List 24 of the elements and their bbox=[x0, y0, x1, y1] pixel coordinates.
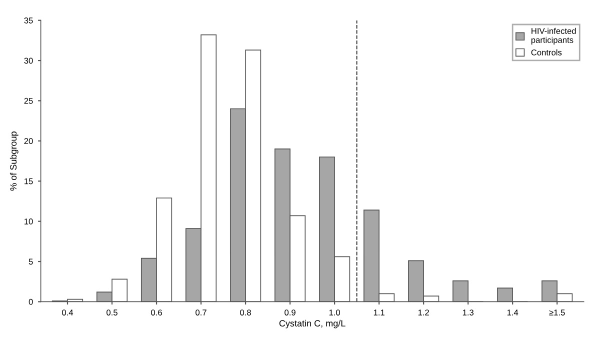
x-tick-label: 1.2 bbox=[418, 310, 429, 316]
y-axis-title: % of Subgroup bbox=[10, 132, 18, 191]
x-tick-label: 0.4 bbox=[62, 310, 74, 316]
x-tick-label: 1.0 bbox=[329, 310, 340, 316]
legend-label: Controls bbox=[531, 49, 562, 56]
x-axis-title: Cystatin C, mg/L bbox=[279, 320, 346, 328]
x-tick-label: 1.3 bbox=[462, 310, 474, 316]
y-tick-label: 20 bbox=[24, 138, 33, 144]
x-tick-label: 0.6 bbox=[151, 310, 162, 316]
x-tick-label: 1.1 bbox=[374, 310, 384, 316]
x-tick-label: ≥1.5 bbox=[549, 310, 565, 316]
x-tick-label: 0.9 bbox=[284, 310, 296, 316]
x-tick-label: 0.5 bbox=[106, 310, 118, 316]
legend-label: HIV-infected participants bbox=[531, 28, 576, 45]
y-tick-label: 5 bbox=[28, 258, 33, 265]
x-tick-label: 0.8 bbox=[240, 310, 251, 316]
y-tick-label: 30 bbox=[24, 58, 33, 64]
y-tick-label: 0 bbox=[28, 298, 33, 305]
y-tick-label: 25 bbox=[24, 98, 33, 104]
x-tick-label: 1.4 bbox=[507, 310, 518, 316]
y-tick-label: 10 bbox=[24, 218, 33, 224]
y-tick-label: 15 bbox=[24, 178, 33, 184]
x-tick-label: 0.7 bbox=[196, 310, 206, 316]
y-tick-label: 35 bbox=[24, 18, 33, 24]
